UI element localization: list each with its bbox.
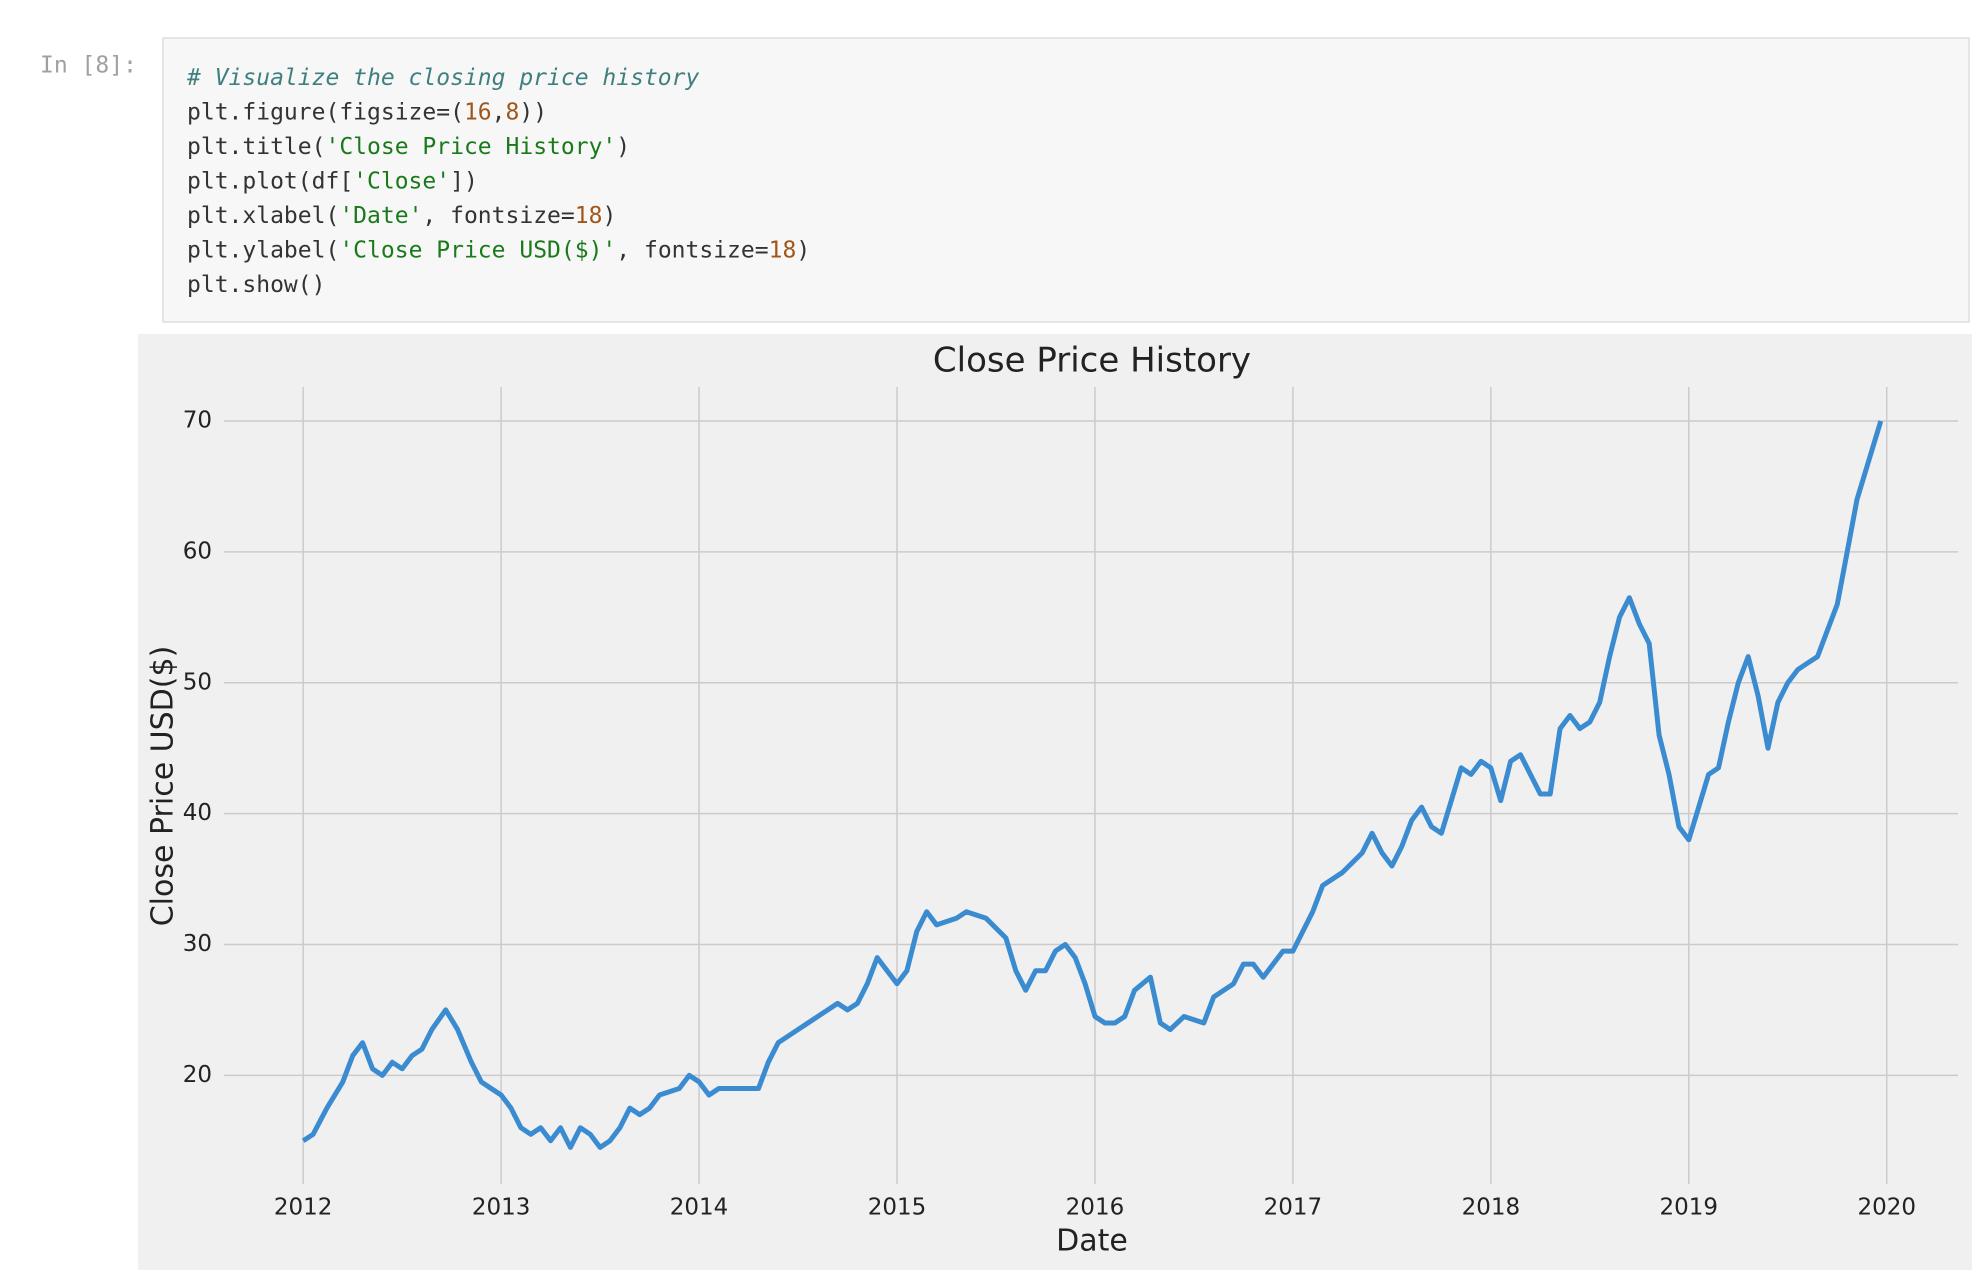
y-tick-label: 40 <box>183 800 212 826</box>
y-tick-label: 20 <box>183 1062 212 1088</box>
x-tick-label: 2014 <box>670 1195 729 1221</box>
x-tick-label: 2016 <box>1066 1195 1125 1221</box>
code-token: plt.ylabel( <box>187 237 339 263</box>
code-line: plt.figure(figsize=(16,8)) <box>187 99 547 125</box>
code-token: , fontsize= <box>616 237 768 263</box>
x-tick-label: 2015 <box>868 1195 927 1221</box>
code-token: 8 <box>506 99 520 125</box>
code-token: ) <box>602 203 616 229</box>
y-tick-label: 30 <box>183 931 212 957</box>
code-token: 'Close' <box>353 168 450 194</box>
x-tick-label: 2012 <box>274 1195 333 1221</box>
code-token: 18 <box>769 237 797 263</box>
code-token: plt.plot(df[ <box>187 168 353 194</box>
y-axis-label: Close Price USD($) <box>146 646 181 927</box>
x-tick-label: 2013 <box>472 1195 531 1221</box>
x-tick-label: 2018 <box>1462 1195 1521 1221</box>
code-token: )) <box>519 99 547 125</box>
x-tick-label: 2019 <box>1660 1195 1719 1221</box>
code-token: # Visualize the closing price history <box>186 65 699 91</box>
code-token: plt.show() <box>187 272 325 298</box>
x-tick-label: 2017 <box>1264 1195 1323 1221</box>
chart-area <box>138 334 1972 1270</box>
code-line: plt.plot(df['Close']) <box>187 168 478 194</box>
prompt: In [8]: <box>40 53 137 79</box>
code-line: plt.ylabel('Close Price USD($)', fontsiz… <box>187 237 810 263</box>
code-token: plt.xlabel( <box>187 203 339 229</box>
code-token: 'Close Price History' <box>325 134 616 160</box>
price-line <box>301 420 1884 1150</box>
code-token: 'Close Price USD($)' <box>339 237 616 263</box>
chart-title: Close Price History <box>933 341 1251 381</box>
code-token: 18 <box>575 203 603 229</box>
code-token: plt.title( <box>187 134 325 160</box>
code-token: ) <box>796 237 810 263</box>
code-token: ]) <box>450 168 478 194</box>
code-line: plt.xlabel('Date', fontsize=18) <box>187 203 616 229</box>
y-tick-label: 50 <box>183 669 212 695</box>
code-line: plt.title('Close Price History') <box>187 134 630 160</box>
code-token: , <box>492 99 506 125</box>
code: # Visualize the closing price history plt… <box>186 65 810 298</box>
code-line: # Visualize the closing price history <box>186 65 699 91</box>
y-tick-label: 70 <box>183 408 212 434</box>
code-token: plt.figure(figsize=( <box>187 99 464 125</box>
code-token: , fontsize= <box>422 203 574 229</box>
code-token: ) <box>616 134 630 160</box>
x-axis-label: Date <box>1056 1224 1128 1259</box>
code-line: plt.show() <box>187 272 325 298</box>
code-token: 'Date' <box>339 203 422 229</box>
y-tick-label: 60 <box>183 538 212 564</box>
code-cell[interactable] <box>162 37 1970 323</box>
x-tick-label: 2020 <box>1857 1195 1916 1221</box>
code-token: 16 <box>464 99 492 125</box>
